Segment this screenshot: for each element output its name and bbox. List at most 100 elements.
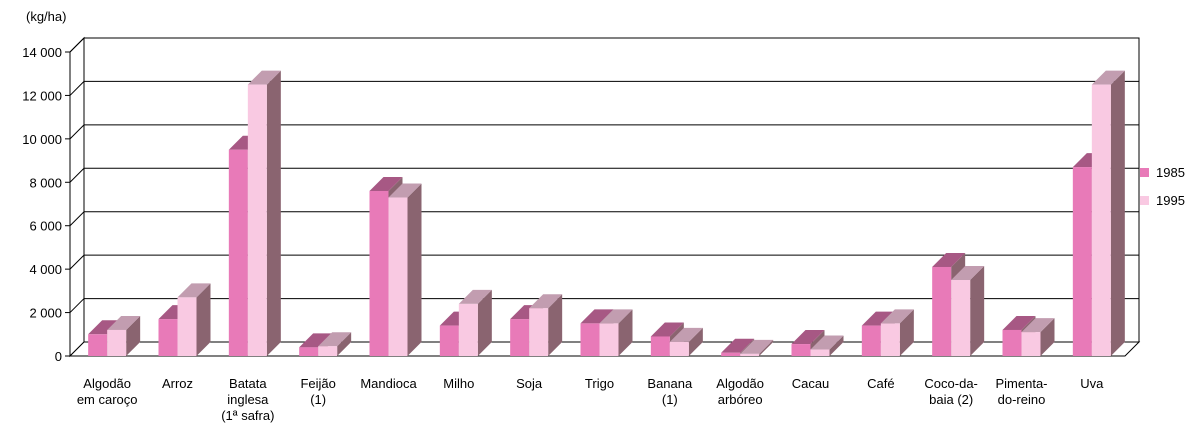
gridline — [69, 37, 1139, 53]
x-tick-label-line: (1) — [310, 392, 326, 407]
bar-front — [158, 319, 178, 356]
bar-top — [369, 176, 403, 191]
x-tick-label-line: Milho — [443, 376, 474, 391]
gridline — [69, 298, 1139, 313]
bar-top — [1021, 318, 1055, 333]
bar — [529, 294, 563, 356]
bar-front — [951, 280, 971, 356]
x-tick-label: Pimenta-do-reino — [995, 376, 1047, 407]
x-tick-label: Batata inglesa (1ª safra) — [221, 376, 274, 423]
legend: 1985 1995 — [1140, 165, 1185, 208]
gridline — [69, 124, 1139, 140]
legend-label: 1995 — [1156, 193, 1185, 208]
bar-side — [266, 70, 281, 357]
bar — [740, 339, 774, 356]
bar-front — [388, 197, 408, 356]
y-axis-ticks: 0 2 000 4 000 6 000 8 000 10 000 12 000 14 000 — [22, 45, 71, 364]
bar-top — [1002, 315, 1036, 330]
bar-front — [932, 266, 952, 356]
bar — [951, 266, 985, 356]
bar-front — [529, 308, 549, 356]
x-tick-label-line: (1) — [662, 392, 678, 407]
y-tick-label: 12 000 — [22, 88, 62, 103]
x-tick-label-line: Feijão — [300, 376, 335, 391]
bar-front — [458, 303, 478, 356]
gridline — [69, 211, 1139, 227]
bar-front — [247, 84, 267, 357]
bar-side — [1110, 70, 1125, 357]
bar-top — [88, 320, 122, 335]
bar-side — [407, 183, 422, 356]
bar-side — [829, 335, 844, 356]
y-tick-label: 14 000 — [22, 45, 62, 60]
bar-front — [1002, 329, 1022, 356]
legend-label: 1985 — [1156, 165, 1185, 180]
x-tick-label: Arroz — [162, 376, 193, 391]
bar-front — [107, 329, 127, 356]
x-tick-label-line: Banana — [647, 376, 693, 391]
bar-top — [669, 327, 703, 342]
bar-top — [1091, 70, 1125, 85]
bar-top — [740, 339, 774, 354]
x-tick-label: Banana (1) — [647, 376, 693, 407]
bar — [388, 183, 422, 356]
bar-side — [477, 289, 492, 356]
bar-side — [618, 309, 633, 356]
x-tick-label: Uva — [1080, 376, 1104, 391]
bar-top — [318, 332, 352, 347]
bar-top — [580, 309, 614, 324]
side-wall — [69, 36, 85, 358]
bar-front — [650, 336, 670, 356]
x-tick-label-line: Arroz — [162, 376, 193, 391]
bar-side — [337, 332, 352, 356]
bar-side — [548, 294, 563, 356]
y-tick-label: 8 000 — [29, 175, 62, 190]
gridlines — [69, 37, 1139, 313]
bar-top — [650, 322, 684, 337]
x-tick-label: Coco-da-baia (2) — [924, 376, 977, 407]
bar — [1021, 318, 1055, 356]
bar-front — [580, 323, 600, 356]
x-tick-label-line: Coco-da- — [924, 376, 977, 391]
bar-top — [861, 311, 895, 326]
bar-front — [88, 334, 108, 356]
bar — [880, 309, 914, 356]
x-tick-label: Mandioca — [360, 376, 417, 391]
bar-side — [970, 266, 985, 356]
bar-front — [1072, 167, 1092, 356]
y-tick-label: 6 000 — [29, 219, 62, 234]
bars — [88, 70, 1125, 357]
x-tick-label: Milho — [443, 376, 474, 391]
bar-top — [880, 309, 914, 324]
bar-side — [126, 315, 141, 356]
bar — [107, 315, 141, 356]
x-tick-label-line: Soja — [516, 376, 543, 391]
x-tick-label-line: Mandioca — [360, 376, 417, 391]
gridline — [69, 80, 1139, 96]
x-tick-label: Feijão (1) — [300, 376, 335, 407]
bar-top — [107, 315, 141, 330]
x-tick-label: Trigo — [585, 376, 614, 391]
x-tick-label-line: Trigo — [585, 376, 614, 391]
bar — [599, 309, 633, 356]
bar-front — [1021, 332, 1041, 356]
bar-front — [1091, 84, 1111, 357]
bar-side — [196, 283, 211, 356]
y-tick-label: 2 000 — [29, 306, 62, 321]
x-tick-label: Algodão arbóreo — [716, 376, 764, 407]
legend-swatch — [1140, 196, 1149, 205]
bar-side — [759, 339, 774, 356]
bar-front — [510, 319, 530, 356]
bar-top — [529, 294, 563, 309]
bar — [458, 289, 492, 356]
x-tick-label-line: Cacau — [792, 376, 830, 391]
bar-top — [810, 335, 844, 350]
x-tick-label-line: inglesa — [227, 392, 269, 407]
bar-front — [299, 347, 319, 356]
bar-front — [740, 353, 760, 356]
bar-side — [899, 309, 914, 356]
y-tick-label: 4 000 — [29, 262, 62, 277]
x-tick-label-line: do-reino — [998, 392, 1046, 407]
